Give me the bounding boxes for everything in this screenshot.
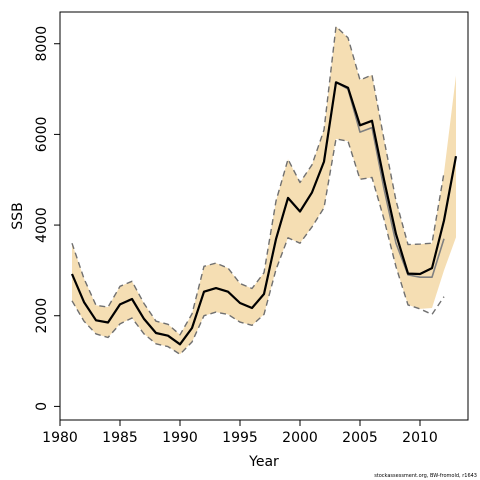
lower-ci-line [71,138,445,355]
x-tick-label-1995: 1995 [222,430,258,446]
y-tick-label-0: 0 [34,402,50,411]
confidence-band-layer [72,26,456,355]
x-axis: 1980 1985 1990 1995 2000 2005 2010 [42,420,438,446]
y-axis: 0 2000 4000 6000 8000 [34,26,60,411]
x-tick-label-1985: 1985 [102,430,138,446]
y-tick-label-4000: 4000 [34,207,50,243]
footnote: stockassessment.org, BW-fromold, r1643 [374,473,477,479]
plot-frame [59,11,469,421]
y-tick-label-2000: 2000 [34,298,50,334]
x-tick-label-2000: 2000 [282,430,318,446]
series-lines-layer [70,25,458,355]
y-tick-label-8000: 8000 [34,26,50,62]
estimate-line [70,81,458,346]
x-tick-label-2010: 2010 [402,430,438,446]
x-tick-label-1990: 1990 [162,430,198,446]
y-tick-label-6000: 6000 [34,117,50,153]
upper-ci-line [71,25,445,336]
x-axis-title: Year [248,454,279,470]
y-axis-title: SSB [10,202,26,229]
x-tick-label-2005: 2005 [342,430,378,446]
confidence-band [72,26,456,355]
x-tick-label-1980: 1980 [42,430,78,446]
